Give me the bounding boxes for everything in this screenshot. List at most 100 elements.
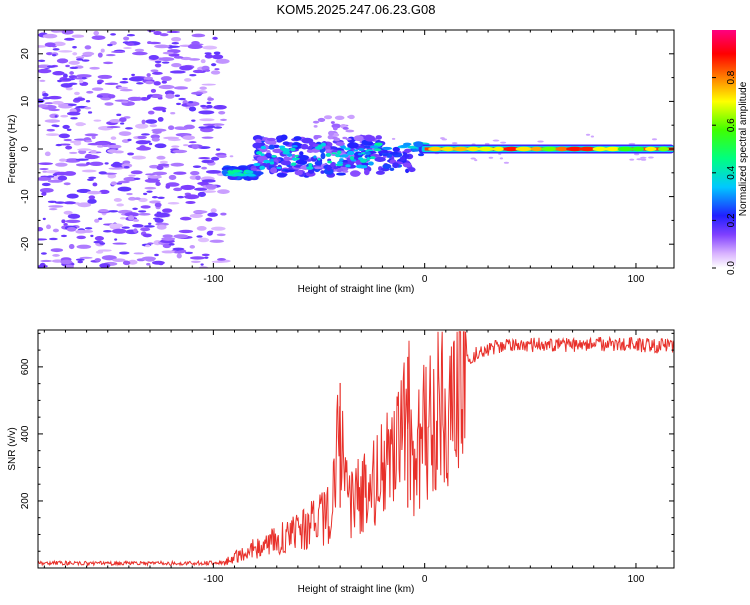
noise-speckle	[58, 50, 73, 53]
noise-speckle	[142, 233, 152, 238]
plume-speckle	[330, 121, 335, 124]
noise-speckle	[70, 117, 78, 120]
noise-speckle	[89, 66, 100, 70]
plume-speckle	[335, 141, 345, 147]
scatter-core	[349, 156, 355, 161]
noise-speckle	[126, 192, 133, 196]
carrier-segment	[466, 146, 481, 152]
snr-x-ticks: -100 0 100	[43, 330, 658, 585]
noise-dot	[107, 43, 113, 47]
scatter-core	[308, 163, 313, 168]
noise-speckle	[127, 96, 142, 102]
noise-speckle	[93, 119, 102, 122]
noise-speckle	[45, 133, 60, 136]
carrier-segment	[657, 146, 669, 152]
noise-speckle	[141, 119, 146, 125]
noise-dot	[38, 59, 46, 63]
noise-speckle	[154, 212, 170, 218]
noise-speckle	[205, 217, 213, 222]
noise-dot	[122, 41, 131, 44]
tail-speckle	[537, 140, 544, 143]
noise-speckle	[132, 223, 144, 228]
noise-speckle	[144, 178, 160, 183]
noise-speckle	[97, 249, 112, 252]
noise-speckle	[52, 100, 64, 105]
noise-speckle	[145, 119, 158, 124]
noise-speckle	[54, 201, 66, 204]
noise-dot	[152, 217, 161, 220]
noise-speckle	[96, 95, 103, 98]
noise-speckle	[108, 210, 119, 213]
noise-speckle	[135, 140, 150, 145]
scatter-halo	[307, 168, 315, 174]
noise-dot	[213, 126, 223, 129]
noise-speckle	[41, 191, 47, 196]
noise-dot	[119, 81, 129, 84]
plume-speckle	[342, 136, 348, 140]
noise-dot	[49, 237, 58, 241]
snr-x-tick-label: -100	[203, 574, 223, 585]
noise-speckle	[92, 182, 98, 187]
noise-speckle	[112, 161, 121, 167]
noise-speckle	[212, 36, 218, 40]
noise-speckle	[154, 44, 170, 49]
noise-dot	[133, 177, 141, 181]
link-band	[402, 142, 412, 146]
noise-speckle	[189, 245, 196, 249]
noise-speckle	[167, 202, 180, 205]
noise-speckle	[169, 70, 186, 74]
tail-speckle	[634, 153, 640, 156]
noise-speckle	[152, 171, 168, 176]
scatter-halo	[313, 166, 323, 170]
noise-speckle	[144, 186, 157, 190]
noise-dot	[69, 66, 79, 70]
noise-speckle	[171, 145, 180, 148]
noise-speckle	[63, 182, 71, 186]
scatter-core	[366, 156, 370, 161]
noise-dot	[104, 162, 109, 165]
mid-blob	[382, 163, 392, 169]
scatter-halo	[347, 142, 359, 149]
scatter-halo	[353, 135, 364, 142]
noise-speckle	[58, 133, 70, 139]
noise-speckle	[68, 244, 75, 250]
link-band	[381, 146, 392, 150]
tail-speckle	[488, 156, 494, 159]
noise-speckle	[38, 68, 52, 74]
noise-speckle	[216, 233, 226, 237]
scatter-halo	[280, 134, 288, 141]
noise-speckle	[192, 165, 202, 168]
noise-speckle	[55, 143, 62, 147]
noise-speckle	[204, 69, 211, 72]
scatter-core	[317, 158, 321, 161]
noise-speckle	[147, 41, 152, 45]
onset-core	[228, 171, 235, 175]
noise-speckle	[77, 148, 92, 151]
colorbar-tick-label: 0.6	[726, 118, 737, 132]
noise-speckle	[66, 111, 81, 116]
noise-speckle	[218, 110, 226, 115]
noise-speckle	[38, 226, 44, 232]
noise-speckle	[161, 80, 167, 84]
scatter-core	[320, 142, 326, 147]
noise-speckle	[132, 219, 140, 222]
noise-speckle	[205, 184, 218, 189]
noise-speckle	[195, 175, 201, 181]
scatter-core	[294, 154, 299, 158]
snr-plot-area	[38, 331, 674, 567]
noise-dot	[138, 210, 147, 213]
noise-dot	[135, 79, 140, 82]
noise-dot	[68, 82, 78, 86]
noise-dot	[171, 42, 180, 45]
noise-speckle	[65, 145, 73, 150]
noise-speckle	[119, 88, 133, 92]
noise-speckle	[140, 205, 151, 209]
noise-dot	[54, 124, 60, 128]
noise-speckle	[174, 126, 186, 130]
noise-speckle	[210, 156, 220, 161]
noise-dot	[46, 175, 55, 178]
noise-dot	[198, 126, 206, 129]
scatter-halo	[279, 172, 288, 177]
noise-speckle	[81, 229, 94, 233]
onset-core	[244, 170, 254, 174]
